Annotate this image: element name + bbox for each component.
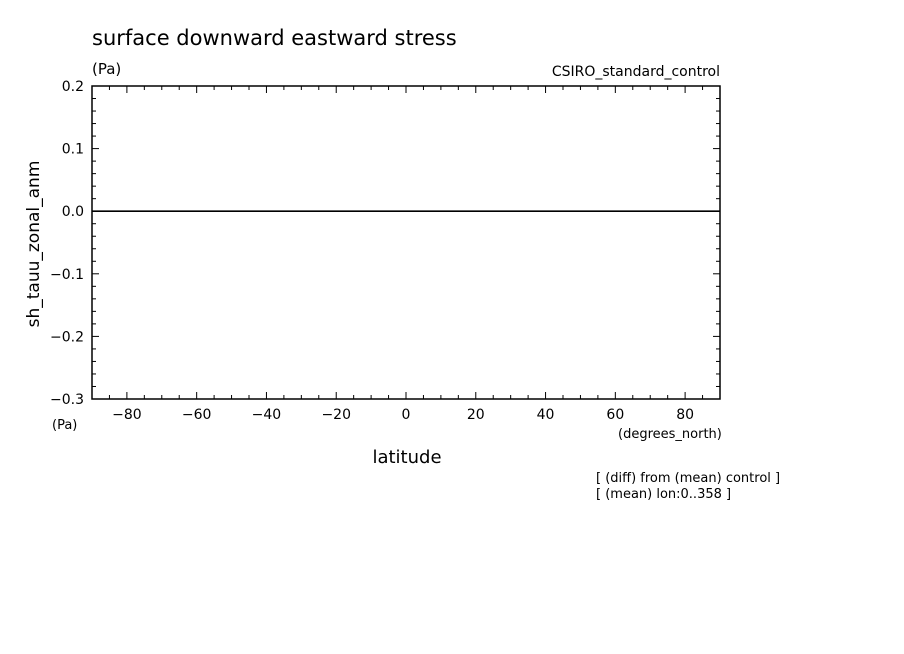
y-tick-label: 0.2 — [62, 79, 84, 95]
y-tick-label: 0.1 — [62, 142, 84, 158]
x-axis: −80 −60 −40 −20 0 20 40 60 80 — [91, 86, 721, 423]
source-label: CSIRO_standard_control — [552, 64, 720, 80]
y-tick-label: −0.2 — [50, 329, 84, 345]
x-tick-label: −40 — [252, 407, 282, 423]
y-tick-label: −0.1 — [50, 267, 84, 283]
plot-frame — [91, 85, 721, 400]
y-axis: 0.2 0.1 0.0 −0.1 −0.2 −0.3 — [50, 79, 720, 408]
y-tick-label: 0.0 — [62, 204, 84, 220]
x-tick-label: −80 — [112, 407, 142, 423]
x-tick-label: 40 — [537, 407, 555, 423]
x-tick-label: 0 — [402, 407, 411, 423]
title-unit: (Pa) — [92, 60, 121, 78]
annotation-mean: [ (mean) lon:0..358 ] — [596, 487, 731, 502]
x-axis-unit: (degrees_north) — [618, 427, 722, 442]
y-axis-unit: (Pa) — [52, 418, 77, 433]
x-tick-label: 60 — [606, 407, 624, 423]
x-tick-label: 20 — [467, 407, 485, 423]
x-tick-label: 80 — [676, 407, 694, 423]
x-tick-label: −20 — [321, 407, 351, 423]
chart-title: surface downward eastward stress — [92, 26, 457, 50]
annotation-diff: [ (diff) from (mean) control ] — [596, 471, 780, 486]
y-axis-label: sh_tauu_zonal_anm — [24, 161, 44, 328]
y-tick-label: −0.3 — [50, 392, 84, 408]
x-axis-label: latitude — [372, 447, 441, 468]
x-tick-label: −60 — [182, 407, 212, 423]
